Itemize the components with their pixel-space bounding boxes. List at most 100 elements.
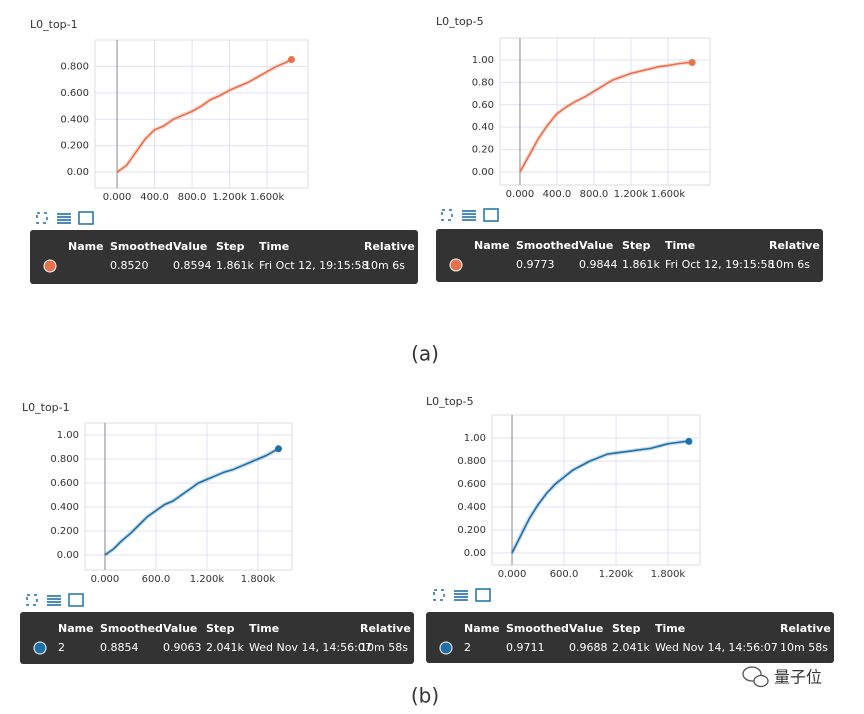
x-tick-label: 1.200k — [614, 189, 649, 200]
wechat-icon — [742, 666, 769, 688]
tooltip-cell: Fri Oct 12, 19:15:58 — [665, 258, 775, 271]
plot-area — [94, 39, 309, 189]
x-tick-label: 1.200k — [212, 192, 247, 203]
tooltip-cell: 2.041k — [612, 641, 650, 654]
x-tick-label: 0.000 — [498, 569, 527, 580]
toolbar — [36, 211, 94, 225]
tooltip-header: Name — [68, 240, 104, 253]
line — [519, 61, 693, 173]
fit-icon — [483, 208, 499, 222]
end-point — [685, 437, 693, 445]
end-point — [274, 445, 282, 453]
end-point — [688, 59, 696, 67]
line — [116, 58, 292, 173]
tooltip-box — [20, 612, 414, 664]
tooltip-cell: 0.8854 — [100, 641, 139, 654]
y-tick-label: 0.200 — [60, 141, 89, 152]
y-tick-label: 0.00 — [464, 548, 486, 559]
y-tick-label: 0.80 — [472, 77, 494, 88]
tooltip-header: Time — [259, 240, 289, 253]
series-swatch — [449, 258, 463, 272]
y-tick-label: 0.800 — [60, 61, 89, 72]
tooltip: Name Smoothed Value Step Time Relative 2 0.9711… — [426, 612, 834, 663]
tooltip-header: Time — [249, 622, 279, 635]
series-swatch — [43, 259, 57, 273]
tooltip: Name Smoothed Value Step Time Relative 0.8520 0… — [30, 230, 418, 284]
y-tick-label: 0.800 — [50, 454, 79, 465]
tooltip-cell: 10m 6s — [769, 258, 810, 271]
y-tick-label: 0.00 — [472, 167, 494, 178]
tooltip-cell: 0.9688 — [569, 641, 608, 654]
tooltip-header: Value — [163, 622, 197, 635]
tooltip-header: Value — [173, 240, 207, 253]
tooltip-box — [30, 230, 418, 284]
tooltip-header: Time — [655, 622, 685, 635]
tooltip-header: Name — [58, 622, 94, 635]
tooltip-cell: 10m 58s — [360, 641, 408, 654]
watermark: 量子位 — [774, 668, 822, 687]
x-tick-label: 800.0 — [580, 189, 609, 200]
tooltip-header: Step — [622, 239, 651, 252]
tooltip-header: Value — [579, 239, 613, 252]
expand-icon — [36, 212, 48, 224]
caption: (b) — [411, 684, 439, 708]
tooltip-header: Relative — [364, 240, 415, 253]
tooltip-cell: 0.9711 — [506, 641, 545, 654]
y-tick-label: 0.00 — [57, 550, 79, 561]
tooltip-cell: 1.861k — [622, 258, 660, 271]
tooltip-name: 2 — [464, 641, 471, 654]
y-tick-label: 0.400 — [50, 502, 79, 513]
tooltip-cell: 0.9063 — [163, 641, 202, 654]
tooltip: Name Smoothed Value Step Time Relative 2 0.8854… — [20, 612, 414, 664]
tooltip-header: Smoothed — [110, 240, 173, 253]
tooltip-header: Name — [464, 622, 500, 635]
series-swatch — [33, 641, 47, 655]
x-tick-label: 1.600k — [250, 192, 285, 203]
y-tick-label: 0.400 — [60, 114, 89, 125]
y-tick-label: 0.40 — [472, 122, 494, 133]
x-tick-label: 800.0 — [178, 192, 207, 203]
y-tick-label: 0.600 — [60, 88, 89, 99]
tooltip-cell: 2.041k — [206, 641, 244, 654]
tooltip-header: Smoothed — [100, 622, 163, 635]
chart-title: L0_top-5 — [426, 395, 474, 408]
line — [104, 448, 279, 556]
x-tick-label: 1.200k — [599, 569, 634, 580]
tooltip-cell: 0.8594 — [173, 259, 212, 272]
y-tick-label: 0.400 — [457, 502, 486, 513]
y-tick-label: 1.00 — [472, 55, 494, 66]
plot-area — [491, 414, 701, 566]
tooltip-header: Relative — [769, 239, 820, 252]
y-tick-label: 0.200 — [457, 525, 486, 536]
tooltip-cell: Fri Oct 12, 19:15:58 — [259, 259, 369, 272]
fit-icon — [475, 588, 491, 602]
y-tick-label: 0.60 — [472, 100, 494, 111]
chart-title: L0_top-1 — [30, 18, 78, 31]
tooltip-cell: 1.861k — [216, 259, 254, 272]
tooltip-cell: 0.8520 — [110, 259, 149, 272]
tooltip-header: Value — [569, 622, 603, 635]
tooltip-cell: Wed Nov 14, 14:56:07 — [655, 641, 778, 654]
tooltip-header: Relative — [360, 622, 411, 635]
tooltip-cell: 0.9773 — [516, 258, 555, 271]
x-tick-label: 400.0 — [543, 189, 572, 200]
tooltip-cell: 10m 6s — [364, 259, 405, 272]
tooltip-header: Smoothed — [506, 622, 569, 635]
y-tick-label: 0.20 — [472, 145, 494, 156]
tooltip-cell: 10m 58s — [780, 641, 828, 654]
end-point — [288, 56, 295, 64]
y-tick-label: 1.00 — [57, 430, 79, 441]
fit-icon — [78, 211, 94, 225]
tooltip-header: Smoothed — [516, 239, 579, 252]
tooltip: Name Smoothed Value Step Time Relative 0.9773 0… — [436, 229, 823, 282]
x-tick-label: 0.000 — [91, 574, 120, 585]
y-tick-label: 0.600 — [457, 479, 486, 490]
toolbar — [26, 593, 84, 607]
toolbar — [441, 208, 499, 222]
tooltip-box — [426, 612, 834, 663]
x-tick-label: 1.200k — [190, 574, 225, 585]
tooltip-box — [436, 229, 823, 282]
expand-icon — [433, 589, 445, 601]
tooltip-header: Step — [216, 240, 245, 253]
